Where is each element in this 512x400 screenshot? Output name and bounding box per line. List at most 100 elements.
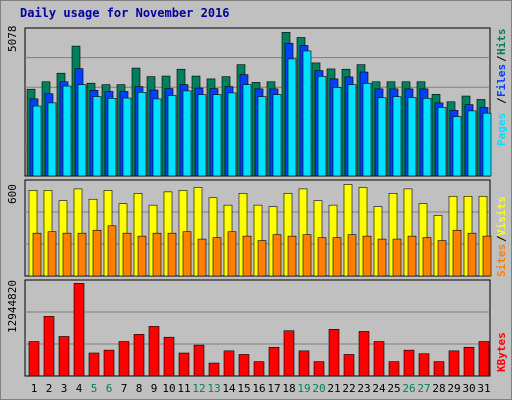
- bar-kbytes-day-3: [58, 336, 70, 377]
- bar-pages-day-18: [287, 58, 297, 177]
- bar-pages-day-6: [107, 98, 117, 177]
- bar-kbytes-day-14: [223, 350, 235, 377]
- x-tick-label-18: 18: [282, 382, 295, 395]
- bar-kbytes-day-17: [268, 346, 280, 377]
- bar-pages-day-30: [467, 110, 477, 177]
- bar-pages-day-17: [272, 94, 282, 177]
- x-tick-label-11: 11: [177, 382, 190, 395]
- bar-kbytes-day-27: [418, 353, 430, 377]
- bar-pages-day-13: [212, 94, 222, 177]
- bar-kbytes-day-5: [88, 352, 100, 377]
- bar-sites-day-25: [392, 238, 402, 277]
- bar-kbytes-day-11: [178, 352, 190, 377]
- bar-sites-day-15: [242, 235, 252, 277]
- bar-sites-day-21: [332, 237, 342, 277]
- bar-pages-day-28: [437, 107, 447, 177]
- bar-kbytes-day-13: [208, 362, 220, 377]
- bar-kbytes-day-4: [73, 283, 85, 377]
- bar-kbytes-day-10: [163, 336, 175, 377]
- bar-sites-day-10: [167, 232, 177, 277]
- bar-kbytes-day-26: [403, 349, 415, 377]
- bar-pages-day-27: [422, 98, 432, 177]
- x-tick-label-16: 16: [252, 382, 265, 395]
- bar-kbytes-day-24: [373, 341, 385, 377]
- bar-kbytes-day-2: [43, 316, 55, 377]
- x-tick-label-24: 24: [372, 382, 386, 395]
- x-tick-label-31: 31: [477, 382, 490, 395]
- bar-kbytes-day-12: [193, 344, 205, 377]
- bar-sites-day-11: [182, 231, 192, 277]
- bar-pages-day-12: [197, 94, 207, 177]
- bar-pages-day-31: [482, 112, 492, 177]
- bar-kbytes-day-25: [388, 361, 400, 377]
- bar-kbytes-day-7: [118, 341, 130, 377]
- chart-title: Daily usage for November 2016: [20, 6, 230, 20]
- bar-kbytes-day-29: [448, 350, 460, 377]
- bar-pages-day-20: [317, 76, 327, 177]
- bar-kbytes-day-22: [343, 354, 355, 377]
- bar-pages-day-10: [167, 95, 177, 177]
- x-tick-label-28: 28: [432, 382, 445, 395]
- bar-sites-day-24: [377, 238, 387, 277]
- bar-sites-day-13: [212, 237, 222, 277]
- x-tick-label-4: 4: [76, 382, 83, 395]
- bar-pages-day-14: [227, 92, 237, 177]
- bar-kbytes-day-31: [478, 341, 490, 377]
- x-tick-label-8: 8: [136, 382, 143, 395]
- x-tick-label-1: 1: [31, 382, 38, 395]
- x-tick-label-12: 12: [192, 382, 205, 395]
- bar-pages-day-29: [452, 116, 462, 177]
- x-tick-label-14: 14: [222, 382, 236, 395]
- bar-sites-day-7: [122, 232, 132, 277]
- x-tick-label-30: 30: [462, 382, 475, 395]
- bar-sites-day-8: [137, 235, 147, 277]
- bar-sites-day-2: [47, 231, 57, 277]
- x-tick-label-15: 15: [237, 382, 250, 395]
- x-tick-label-17: 17: [267, 382, 280, 395]
- bar-pages-day-11: [182, 90, 192, 177]
- x-tick-label-27: 27: [417, 382, 430, 395]
- x-tick-label-10: 10: [162, 382, 175, 395]
- bar-pages-day-24: [377, 97, 387, 177]
- bar-pages-day-16: [257, 96, 267, 177]
- bar-sites-day-31: [482, 235, 492, 277]
- x-tick-label-6: 6: [106, 382, 113, 395]
- x-tick-label-19: 19: [297, 382, 310, 395]
- bar-sites-day-30: [467, 232, 477, 277]
- bar-sites-day-29: [452, 229, 462, 277]
- bar-kbytes-day-18: [283, 330, 295, 377]
- x-tick-label-29: 29: [447, 382, 460, 395]
- x-tick-label-20: 20: [312, 382, 325, 395]
- bar-kbytes-day-19: [298, 350, 310, 377]
- bar-pages-day-2: [47, 102, 57, 177]
- x-tick-label-25: 25: [387, 382, 400, 395]
- bar-sites-day-17: [272, 234, 282, 277]
- bar-pages-day-3: [62, 85, 72, 177]
- bar-sites-day-28: [437, 240, 447, 277]
- bar-pages-day-19: [302, 50, 312, 177]
- x-tick-label-21: 21: [327, 382, 340, 395]
- bar-sites-day-14: [227, 231, 237, 277]
- bar-sites-day-23: [362, 235, 372, 277]
- bar-pages-day-9: [152, 98, 162, 177]
- bar-pages-day-26: [407, 97, 417, 177]
- bar-kbytes-day-1: [28, 341, 40, 377]
- bar-pages-day-4: [77, 84, 87, 177]
- bar-pages-day-1: [32, 105, 42, 177]
- x-tick-label-22: 22: [342, 382, 355, 395]
- x-tick-label-5: 5: [91, 382, 98, 395]
- bar-sites-day-9: [152, 232, 162, 277]
- bar-kbytes-day-28: [433, 361, 445, 377]
- bar-kbytes-day-20: [313, 361, 325, 377]
- x-tick-label-9: 9: [151, 382, 158, 395]
- bar-pages-day-21: [332, 87, 342, 177]
- bar-kbytes-day-8: [133, 334, 145, 377]
- bar-sites-day-19: [302, 234, 312, 277]
- bar-kbytes-day-23: [358, 331, 370, 377]
- x-tick-label-7: 7: [121, 382, 128, 395]
- bar-kbytes-day-9: [148, 326, 160, 377]
- bar-pages-day-22: [347, 84, 357, 177]
- bar-kbytes-day-30: [463, 346, 475, 377]
- bar-pages-day-5: [92, 96, 102, 177]
